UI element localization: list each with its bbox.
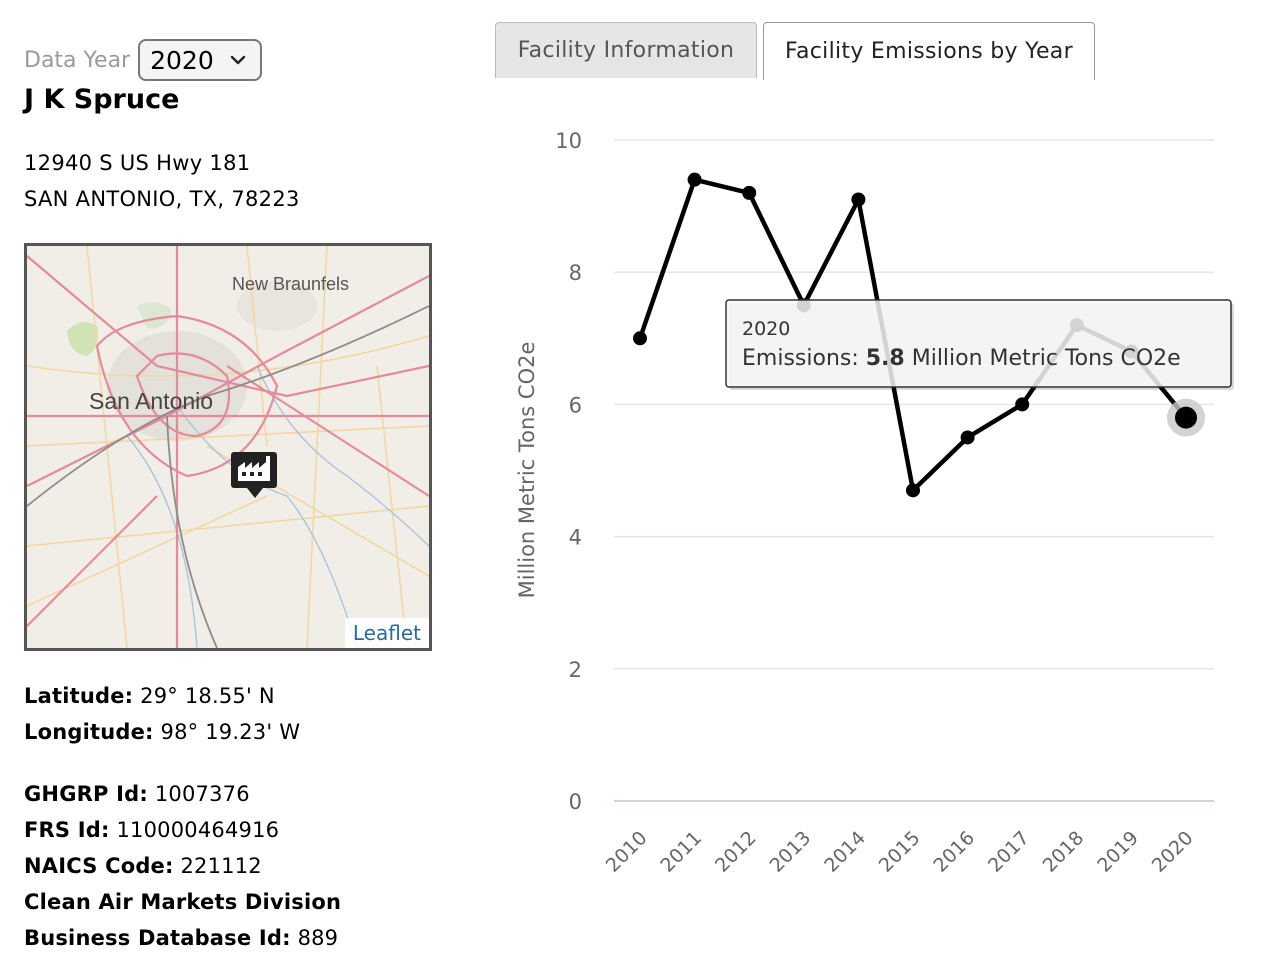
data-point-2011[interactable] [687, 172, 702, 187]
y-tick-label: 0 [569, 790, 582, 814]
x-tick-label: 2016 [929, 827, 979, 877]
data-point-2017[interactable] [1015, 397, 1030, 412]
tooltip-value-text: Emissions: 5.8 Million Metric Tons CO2e [742, 346, 1181, 371]
data-point-2012[interactable] [742, 185, 757, 200]
latitude-label: Latitude: [24, 684, 134, 708]
camd-row: Business Database Id: 889 [24, 926, 338, 950]
y-tick-label: 8 [569, 261, 582, 285]
camd-label-line1: Clean Air Markets Division [24, 890, 342, 914]
x-tick-label: 2020 [1148, 827, 1198, 877]
frs-label: FRS Id: [24, 818, 110, 842]
longitude-row: Longitude: 98° 19.23' W [24, 720, 300, 744]
frs-row: FRS Id: 110000464916 [24, 818, 279, 842]
address-line-2: SAN ANTONIO, TX, 78223 [24, 187, 300, 211]
ghgrp-value: 1007376 [154, 782, 250, 806]
y-tick-label: 10 [555, 129, 582, 153]
ghgrp-row: GHGRP Id: 1007376 [24, 782, 250, 806]
naics-row: NAICS Code: 221112 [24, 854, 262, 878]
camd-label-line2: Business Database Id: [24, 926, 291, 950]
data-year-label: Data Year [24, 47, 131, 73]
tooltip-box [725, 299, 1232, 388]
data-point-2014[interactable] [851, 192, 866, 207]
x-tick-label: 2013 [766, 827, 816, 877]
longitude-value: 98° 19.23' W [160, 720, 301, 744]
x-tick-label: 2012 [711, 827, 761, 877]
y-tick-label: 6 [569, 393, 582, 417]
x-tick-label: 2019 [1093, 827, 1143, 877]
x-tick-label: 2017 [984, 827, 1034, 877]
map-label-new-braunfels: New Braunfels [232, 274, 349, 294]
address-line-1: 12940 S US Hwy 181 [24, 151, 251, 175]
y-tick-label: 4 [569, 526, 582, 550]
tooltip-year: 2020 [742, 318, 790, 340]
map-attribution-link[interactable]: Leaflet [344, 618, 429, 648]
facility-name: J K Spruce [24, 84, 180, 115]
y-axis-label: Million Metric Tons CO2e [515, 342, 539, 599]
facility-map[interactable]: New Braunfels San Antonio Leaflet [24, 243, 432, 651]
latitude-value: 29° 18.55' N [140, 684, 275, 708]
data-point-2010[interactable] [633, 331, 647, 346]
factory-marker-icon[interactable] [231, 452, 277, 498]
chevron-down-icon [230, 55, 246, 65]
map-label-san-antonio: San Antonio [89, 388, 213, 414]
x-tick-label: 2010 [602, 827, 652, 877]
frs-value: 110000464916 [116, 818, 280, 842]
y-tick-label: 2 [569, 658, 582, 682]
tab-facility-information[interactable]: Facility Information [495, 22, 757, 78]
longitude-label: Longitude: [24, 720, 154, 744]
camd-value: 889 [297, 926, 339, 950]
ghgrp-label: GHGRP Id: [24, 782, 148, 806]
data-point-2020[interactable] [1175, 406, 1197, 429]
data-year-select[interactable]: 2020 [138, 39, 263, 81]
x-tick-label: 2014 [820, 827, 870, 877]
data-year-control: Data Year 2020 [24, 38, 263, 82]
x-tick-label: 2015 [875, 827, 925, 877]
latitude-row: Latitude: 29° 18.55' N [24, 684, 275, 708]
map-tiles: New Braunfels San Antonio [27, 246, 429, 648]
x-tick-label: 2011 [656, 827, 706, 877]
data-year-selected: 2020 [150, 45, 214, 75]
naics-label: NAICS Code: [24, 854, 174, 878]
naics-value: 221112 [180, 854, 262, 878]
data-point-2015[interactable] [906, 483, 920, 498]
tab-facility-emissions-by-year[interactable]: Facility Emissions by Year [763, 22, 1095, 80]
x-tick-label: 2018 [1039, 827, 1089, 877]
data-point-2016[interactable] [960, 430, 975, 445]
camd-label-row: Clean Air Markets Division [24, 890, 341, 914]
